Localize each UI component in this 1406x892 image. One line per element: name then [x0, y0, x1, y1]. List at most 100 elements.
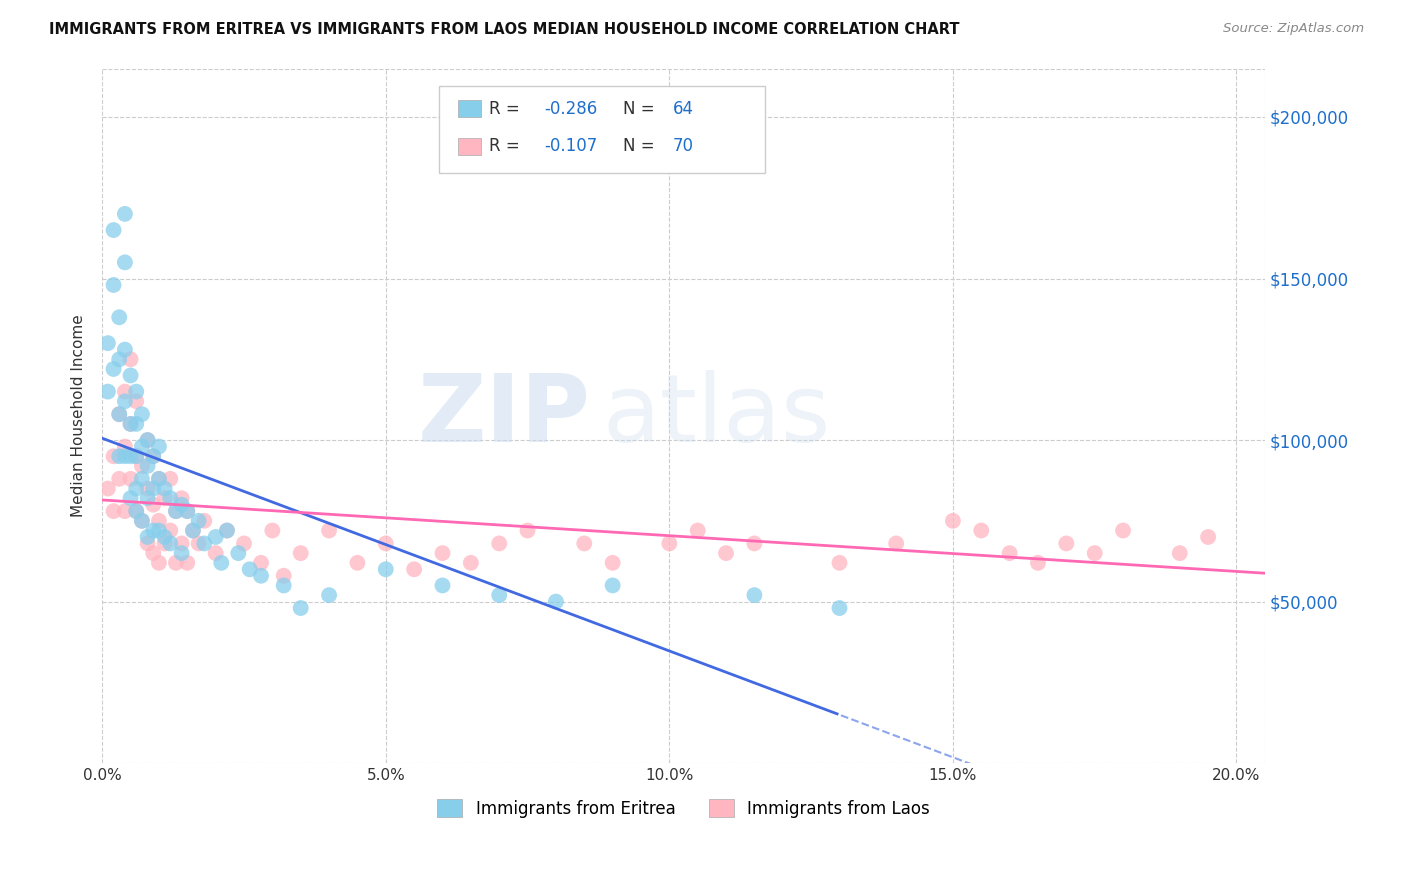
Point — [488, 536, 510, 550]
Point — [136, 491, 159, 506]
Point — [120, 449, 142, 463]
Point — [250, 556, 273, 570]
Point — [170, 546, 193, 560]
Point — [204, 530, 226, 544]
Point — [120, 417, 142, 431]
Point — [153, 530, 176, 544]
Point — [1084, 546, 1107, 560]
Point — [239, 562, 262, 576]
Point — [1054, 536, 1077, 550]
Point — [97, 384, 120, 399]
Point — [544, 594, 567, 608]
Point — [142, 546, 165, 560]
Point — [187, 536, 209, 550]
Point — [97, 336, 120, 351]
Point — [108, 407, 131, 421]
Point — [686, 524, 709, 538]
Point — [273, 568, 295, 582]
Point — [159, 491, 181, 506]
Point — [114, 440, 136, 454]
Point — [318, 588, 340, 602]
Point — [318, 524, 340, 538]
Point — [114, 394, 136, 409]
Point — [998, 546, 1021, 560]
Point — [108, 310, 131, 325]
Point — [488, 588, 510, 602]
Point — [215, 524, 238, 538]
Point — [187, 514, 209, 528]
Point — [142, 498, 165, 512]
Point — [136, 536, 159, 550]
Point — [148, 472, 170, 486]
Point — [148, 440, 170, 454]
Point — [714, 546, 737, 560]
Point — [159, 524, 181, 538]
Point — [346, 556, 368, 570]
Point — [165, 556, 187, 570]
Point — [142, 449, 165, 463]
Point — [176, 504, 198, 518]
Point — [136, 530, 159, 544]
Text: R =: R = — [489, 137, 524, 155]
Point — [148, 556, 170, 570]
Text: R =: R = — [489, 100, 524, 118]
Point — [374, 536, 396, 550]
Point — [114, 343, 136, 357]
Point — [125, 449, 148, 463]
Point — [120, 417, 142, 431]
Point — [1112, 524, 1135, 538]
Point — [602, 578, 624, 592]
Point — [114, 255, 136, 269]
Point — [209, 556, 232, 570]
Point — [374, 562, 396, 576]
Point — [170, 536, 193, 550]
Point — [131, 407, 153, 421]
Point — [181, 524, 204, 538]
Point — [1197, 530, 1219, 544]
Point — [120, 352, 142, 367]
Point — [131, 440, 153, 454]
Point — [290, 546, 312, 560]
Point — [153, 482, 176, 496]
Point — [193, 514, 215, 528]
Point — [108, 472, 131, 486]
Text: 64: 64 — [672, 100, 693, 118]
Text: IMMIGRANTS FROM ERITREA VS IMMIGRANTS FROM LAOS MEDIAN HOUSEHOLD INCOME CORRELAT: IMMIGRANTS FROM ERITREA VS IMMIGRANTS FR… — [49, 22, 960, 37]
Point — [120, 472, 142, 486]
Point — [108, 449, 131, 463]
Point — [165, 504, 187, 518]
Point — [942, 514, 965, 528]
Point — [233, 536, 256, 550]
Point — [131, 458, 153, 473]
Point — [602, 556, 624, 570]
Point — [131, 514, 153, 528]
Point — [108, 352, 131, 367]
Point — [142, 449, 165, 463]
Point — [170, 498, 193, 512]
Point — [228, 546, 250, 560]
Text: ZIP: ZIP — [418, 370, 591, 462]
Point — [658, 536, 681, 550]
Point — [125, 482, 148, 496]
Point — [120, 491, 142, 506]
Point — [176, 504, 198, 518]
Point — [159, 536, 181, 550]
Text: 70: 70 — [672, 137, 693, 155]
Point — [204, 546, 226, 560]
Point — [159, 472, 181, 486]
Point — [744, 536, 766, 550]
Text: -0.107: -0.107 — [544, 137, 598, 155]
Point — [125, 384, 148, 399]
Text: N =: N = — [623, 137, 659, 155]
Point — [153, 536, 176, 550]
Point — [215, 524, 238, 538]
Point — [131, 514, 153, 528]
FancyBboxPatch shape — [458, 101, 481, 117]
Point — [273, 578, 295, 592]
Legend: Immigrants from Eritrea, Immigrants from Laos: Immigrants from Eritrea, Immigrants from… — [430, 793, 936, 824]
Point — [120, 368, 142, 383]
Point — [432, 578, 454, 592]
Point — [262, 524, 284, 538]
Point — [114, 207, 136, 221]
Y-axis label: Median Household Income: Median Household Income — [72, 315, 86, 517]
